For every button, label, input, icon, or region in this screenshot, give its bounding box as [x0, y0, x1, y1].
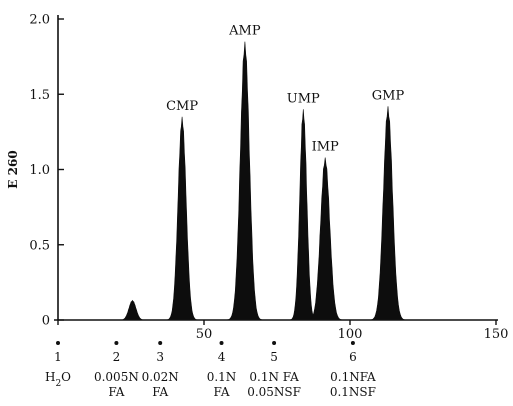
y-tick-label-4: 2.0	[29, 13, 50, 28]
eluent-number-5: 5	[270, 350, 278, 364]
peak-cmp	[166, 116, 198, 321]
peak-amp	[227, 41, 263, 321]
peak-label-imp: IMP	[312, 140, 339, 155]
eluent-text-6-1: 0.1NFA	[330, 370, 376, 384]
peak-label-gmp: GMP	[372, 88, 405, 103]
peak-label-amp: AMP	[228, 24, 261, 39]
axes-layer: 0 0.5 1.0 1.5 2.0 50 100 150 E 260	[6, 13, 508, 343]
eluent-marker-2	[114, 341, 119, 345]
eluent-number-6: 6	[349, 350, 357, 364]
y-tick-label-0: 0	[42, 314, 50, 329]
eluent-number-3: 3	[156, 350, 164, 364]
eluent-marker-4	[219, 341, 224, 345]
y-tick-label-3: 1.5	[29, 88, 50, 103]
eluent-marker-5	[272, 341, 277, 345]
eluent-marker-1	[56, 341, 60, 345]
peak-label-ump: UMP	[287, 91, 320, 106]
eluent-text-2-2: FA	[108, 385, 124, 399]
x-tick-label-3: 150	[484, 327, 509, 342]
eluent-text-3-1: 0.02N	[142, 370, 179, 384]
x-tick-label-2: 100	[338, 327, 363, 342]
eluent-number-2: 2	[113, 350, 121, 364]
eluent-marker-6	[350, 341, 355, 345]
y-axis-label: E 260	[6, 150, 20, 188]
eluent-number-1: 1	[54, 350, 62, 364]
x-tick-label-1: 50	[196, 327, 213, 342]
eluent-number-4: 4	[218, 350, 226, 364]
peak-gmp	[370, 106, 406, 321]
eluent-text-4-2: FA	[214, 385, 230, 399]
eluent-text-1-1: H2O	[45, 370, 71, 389]
peak-1	[119, 299, 146, 321]
peak-imp	[307, 157, 343, 321]
eluent-text-6-2: 0.1NSF	[330, 385, 376, 399]
y-tick-label-2: 1.0	[29, 163, 50, 178]
eluent-text-3-2: FA	[152, 385, 168, 399]
eluent-marker-3	[158, 341, 163, 345]
eluent-text-5-2: 0.05NSF	[247, 385, 301, 399]
eluent-text-2-1: 0.005N	[94, 370, 139, 384]
eluent-text-5-1: 0.1N FA	[249, 370, 299, 384]
eluent-text-4-1: 0.1N	[207, 370, 237, 384]
labels-layer: CMP AMP UMP IMP GMP	[166, 24, 404, 155]
y-tick-label-1: 0.5	[29, 238, 50, 253]
peak-label-cmp: CMP	[166, 99, 198, 114]
peaks-layer	[119, 41, 406, 321]
